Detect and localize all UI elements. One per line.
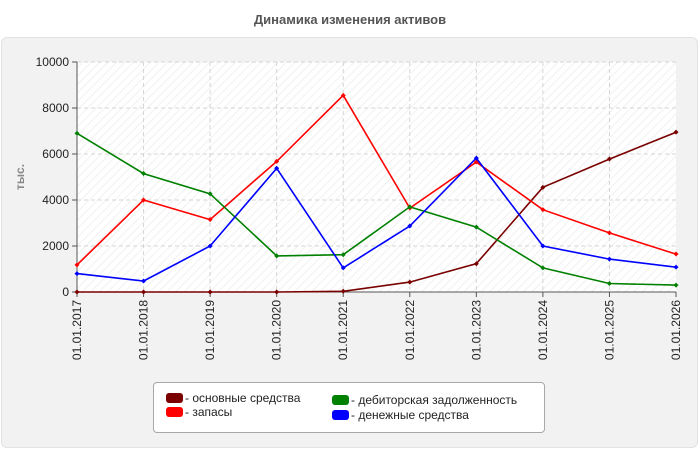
data-point [407, 279, 413, 285]
data-point [606, 156, 612, 162]
legend-item-inventory: - запасы [166, 405, 232, 419]
chart-title: Динамика изменения активов [253, 12, 447, 27]
x-tick-label: 01.01.2021 [336, 300, 350, 360]
y-tick-label: 10000 [36, 55, 70, 69]
data-point [274, 158, 280, 164]
data-point [141, 278, 147, 284]
x-tick-label: 01.01.2023 [469, 300, 483, 360]
x-tick-label: 01.01.2026 [669, 300, 683, 360]
data-point [141, 171, 147, 177]
data-point [473, 224, 479, 230]
legend-label: - дебиторская задолженность [351, 393, 518, 407]
series-group [74, 155, 679, 284]
legend-label: - основные средства [185, 391, 301, 405]
data-point [407, 223, 413, 229]
data-point [540, 243, 546, 249]
x-tick-label: 01.01.2019 [203, 300, 217, 360]
data-point [274, 253, 280, 259]
legend-item-cash: - денежные средства [332, 408, 469, 422]
legend-label: - денежные средства [351, 408, 469, 422]
x-tick-label: 01.01.2025 [602, 300, 616, 360]
data-point [606, 280, 612, 286]
series-line [77, 131, 677, 293]
data-point [673, 264, 679, 270]
legend-swatch [166, 393, 183, 403]
legend-item-receivables: - дебиторская задолженность [332, 393, 517, 407]
legend-swatch [332, 410, 349, 420]
data-point [207, 217, 213, 223]
data-point [473, 261, 479, 267]
data-point [473, 155, 479, 161]
data-point [141, 289, 147, 295]
y-tick-label: 8000 [42, 101, 69, 115]
data-point [673, 129, 679, 135]
data-point [340, 92, 346, 98]
x-tick-label: 01.01.2022 [403, 300, 417, 360]
y-tick-label: 0 [62, 285, 69, 299]
data-point [407, 204, 413, 210]
y-tick-label: 6000 [42, 147, 69, 161]
data-point [207, 243, 213, 249]
y-tick-label: 2000 [42, 239, 69, 253]
data-point [74, 262, 80, 268]
series-line [76, 132, 677, 286]
data-point [274, 165, 280, 171]
y-axis-label: тыс. [13, 164, 27, 190]
data-point [74, 130, 80, 136]
series-line [76, 94, 677, 266]
data-point [606, 230, 612, 236]
series-group [74, 129, 679, 295]
series-group [74, 130, 679, 288]
series-line [76, 156, 677, 282]
data-point [673, 282, 679, 288]
x-tick-label: 01.01.2018 [137, 300, 151, 360]
x-tick-label: 01.01.2017 [70, 300, 84, 360]
data-point [207, 191, 213, 197]
legend: - основные средства - запасы - дебиторск… [153, 382, 545, 433]
legend-item-fixed-assets: - основные средства [166, 391, 300, 405]
data-point [274, 289, 280, 295]
legend-label: - запасы [185, 405, 233, 419]
plot-area [77, 62, 676, 292]
data-point [606, 256, 612, 262]
data-point [540, 265, 546, 271]
series-group [74, 92, 679, 268]
y-tick-label: 4000 [42, 193, 69, 207]
data-point [340, 265, 346, 271]
data-point [74, 289, 80, 295]
x-tick-label: 01.01.2020 [270, 300, 284, 360]
data-point [207, 289, 213, 295]
x-tick-label: 01.01.2024 [536, 300, 550, 360]
legend-swatch [166, 407, 183, 417]
data-point [340, 288, 346, 294]
data-point [74, 271, 80, 277]
data-point [141, 197, 147, 203]
data-point [340, 252, 346, 258]
data-point [540, 184, 546, 190]
data-point [673, 251, 679, 257]
legend-swatch [332, 395, 349, 405]
data-point [540, 207, 546, 213]
